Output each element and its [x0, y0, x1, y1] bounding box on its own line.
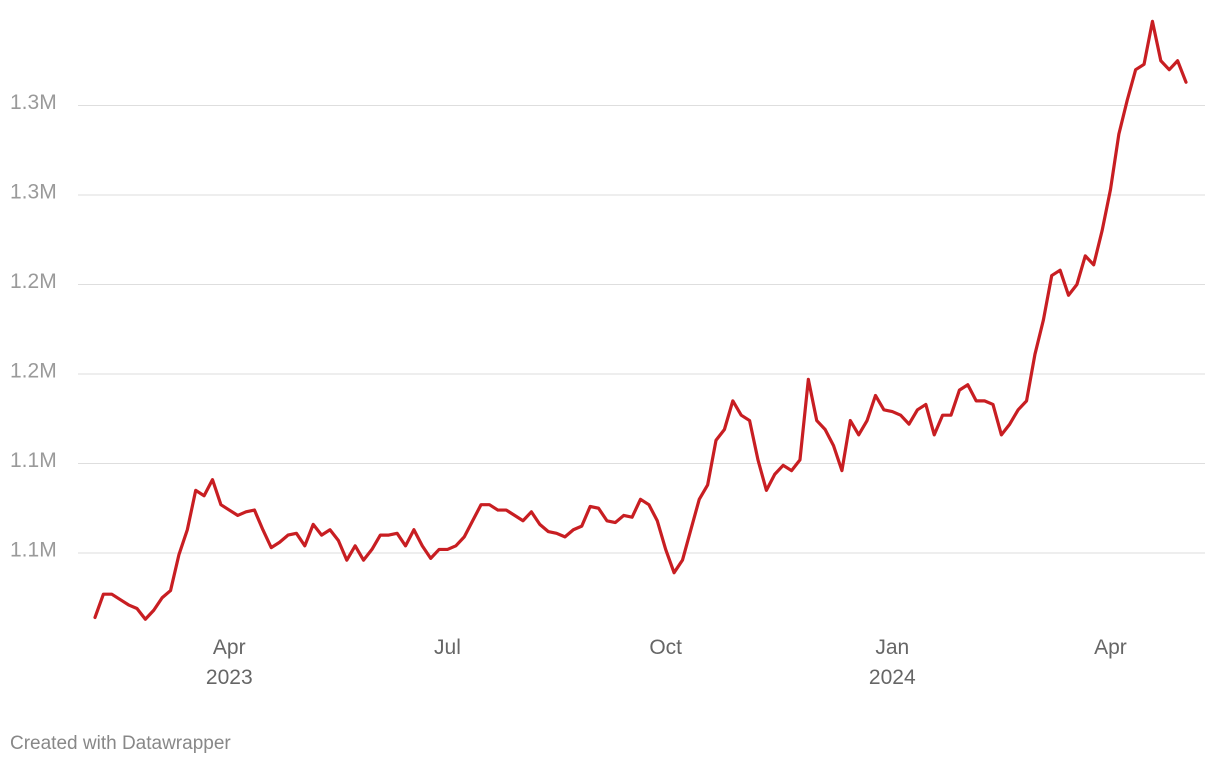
x-tick-label: Oct: [649, 636, 682, 659]
y-tick-label: 1.2M: [10, 270, 57, 293]
y-tick-label: 1.2M: [10, 360, 57, 383]
x-tick-label: Jul: [434, 636, 461, 659]
y-tick-label: 1.3M: [10, 181, 57, 204]
credit: Created with Datawrapper: [10, 733, 231, 754]
x-tick-label: Apr: [1094, 636, 1127, 659]
y-tick-label: 1.1M: [10, 539, 57, 562]
y-tick-label: 1.1M: [10, 449, 57, 472]
x-tick-label: Apr 2023: [205, 636, 253, 689]
y-tick-label: 1.3M: [10, 91, 57, 114]
x-tick-label: Jan 2024: [868, 636, 916, 689]
line: [93, 19, 1188, 621]
